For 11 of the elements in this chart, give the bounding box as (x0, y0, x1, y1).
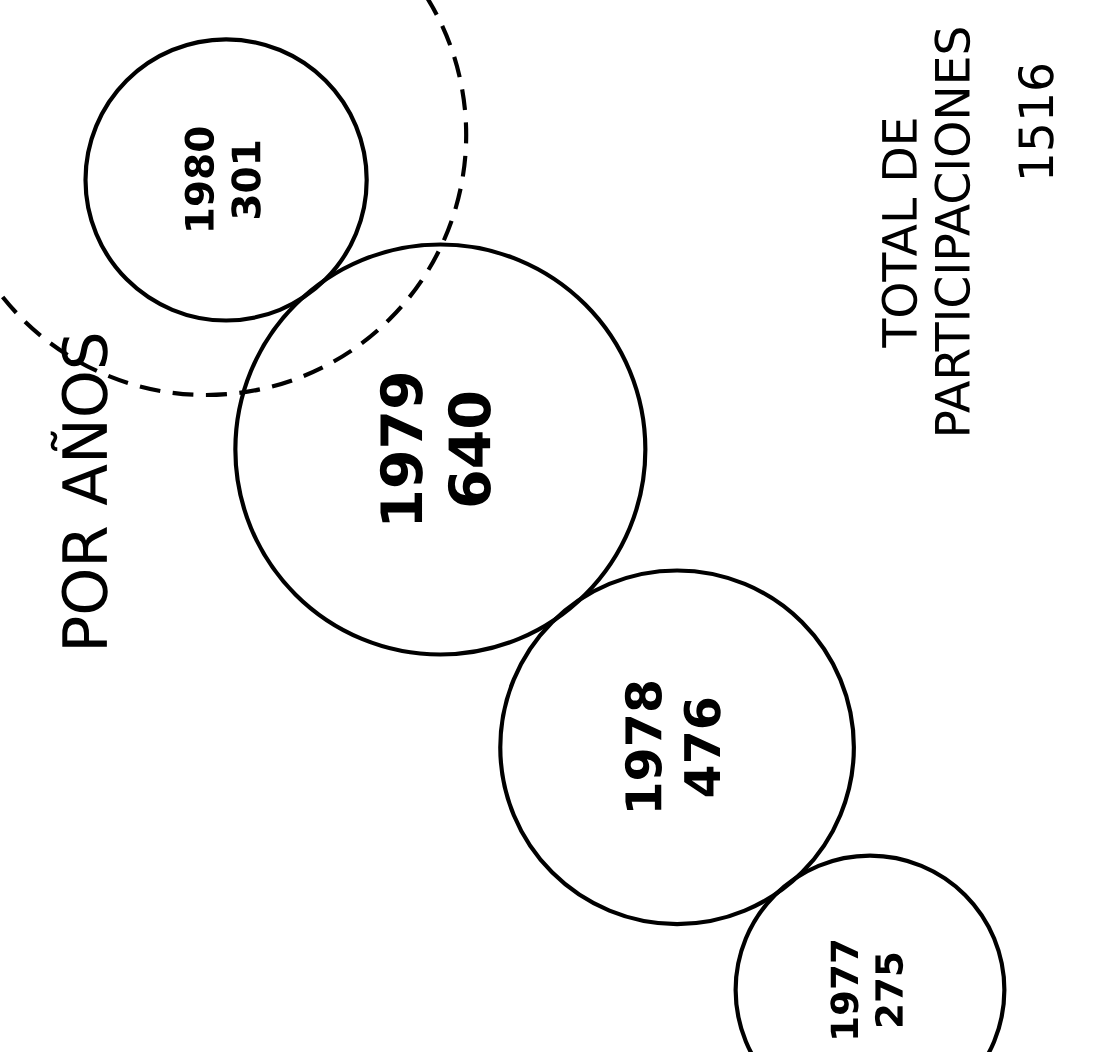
data-label: 476 (683, 698, 721, 797)
data-label: 301 (231, 141, 261, 219)
category-label: 1978 (624, 681, 662, 811)
text: 1516 (1017, 64, 1054, 177)
category-label: 1977 (830, 941, 859, 1038)
category-label: 1979 (379, 373, 423, 523)
category-label: 1980 (184, 127, 215, 230)
data-label: 640 (447, 392, 491, 506)
text: POR AÑOS (50, 334, 108, 647)
data-label: 275 (874, 953, 904, 1027)
text: TOTAL DE PARTICIPACIONES (881, 28, 971, 434)
